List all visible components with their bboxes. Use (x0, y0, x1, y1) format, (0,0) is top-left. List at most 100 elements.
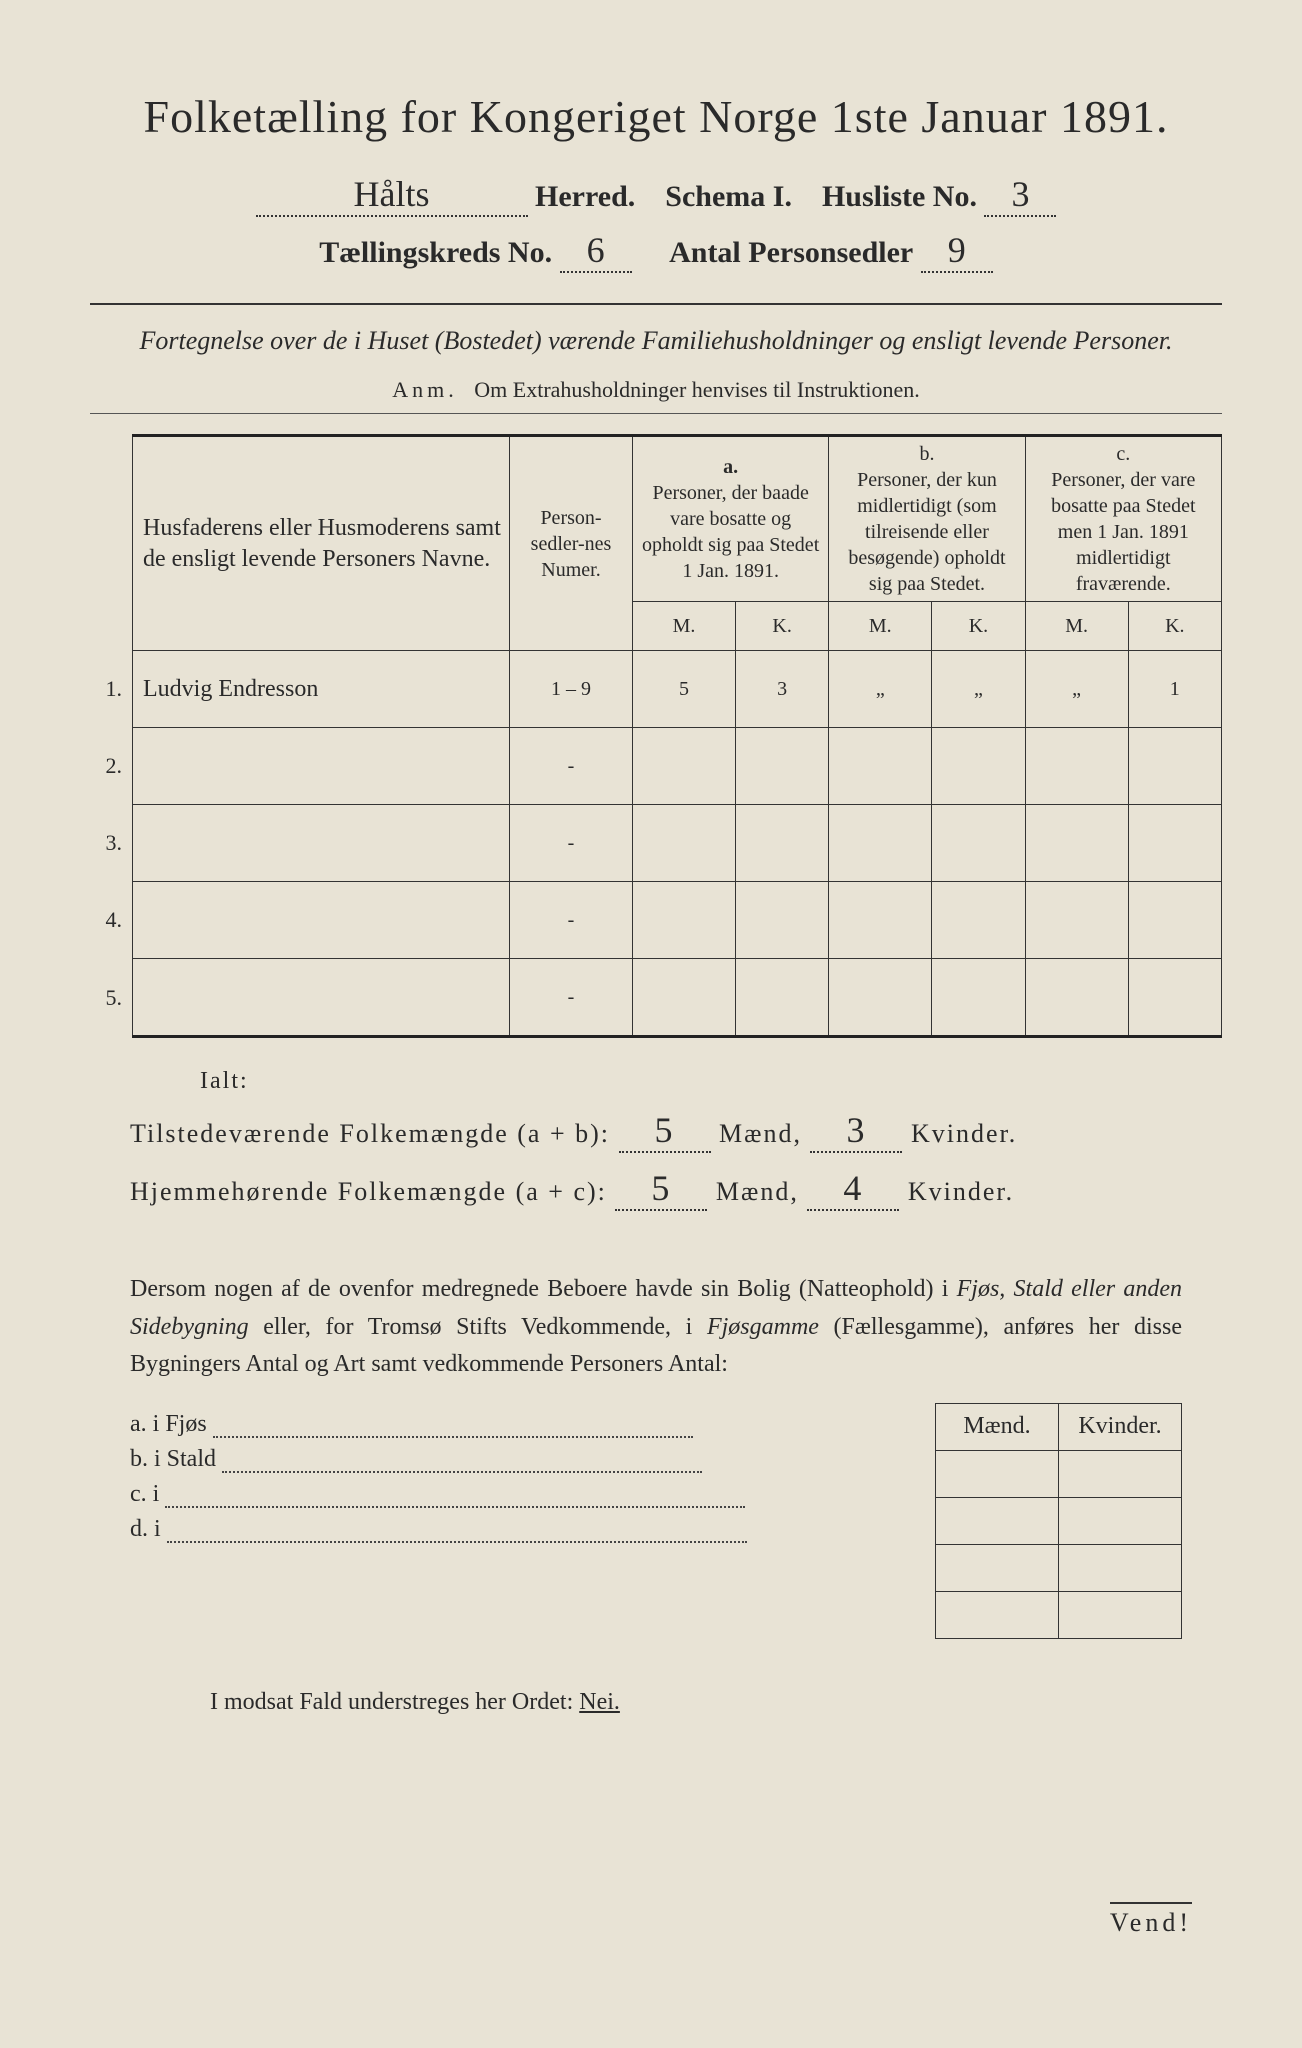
census-form-page: Folketælling for Kongeriget Norge 1ste J… (0, 0, 1302, 2048)
col-b-top: b. Personer, der kun midlertidigt (som t… (829, 436, 1025, 602)
side-d-label: d. i (130, 1516, 161, 1542)
para-1d: Fjøsgamme (707, 1314, 819, 1340)
row-bm: „ (829, 651, 932, 728)
col-b-text: Personer, der kun midlertidigt (som tilr… (848, 469, 1005, 595)
row-am (633, 728, 736, 805)
row-am (633, 882, 736, 959)
hjemme-m: 5 (615, 1167, 707, 1211)
col-a-text: Personer, der baade vare bosatte og opho… (642, 482, 819, 582)
maend-label: Mænd, (719, 1119, 802, 1148)
side-building-block: a. i Fjøs b. i Stald c. i d. i Mænd. Kvi… (130, 1403, 1182, 1639)
maend-label-2: Mænd, (716, 1177, 799, 1206)
row-bk (932, 728, 1025, 805)
row-ck (1128, 882, 1221, 959)
row-num: 2. (90, 728, 133, 805)
col-c-top: c. Personer, der vare bosatte paa Stedet… (1025, 436, 1221, 602)
row-ak (735, 728, 828, 805)
mkv-kvinder-header: Kvinder. (1059, 1403, 1182, 1450)
table-row: 2. - (90, 728, 1222, 805)
side-line-b: b. i Stald (130, 1446, 935, 1473)
hjemme-k: 4 (807, 1167, 899, 1211)
side-b-label: b. i Stald (130, 1446, 216, 1472)
mkv-cell (1059, 1544, 1182, 1591)
row-numer: - (510, 805, 633, 882)
row-ak: 3 (735, 651, 828, 728)
row-bm (829, 805, 932, 882)
row-name: Ludvig Endresson (133, 651, 510, 728)
row-cm: „ (1025, 651, 1128, 728)
mkv-cell (1059, 1450, 1182, 1497)
row-ak (735, 959, 828, 1037)
row-am (633, 959, 736, 1037)
nei-line: I modsat Fald understreges her Ordet: Ne… (210, 1689, 1222, 1716)
col-numer-header: Person-sedler-nes Numer. (510, 436, 633, 651)
herred-label: Herred. (535, 180, 635, 213)
row-bk (932, 882, 1025, 959)
mkv-cell (936, 1591, 1059, 1638)
row-am: 5 (633, 651, 736, 728)
row-ck (1128, 805, 1221, 882)
side-list: a. i Fjøs b. i Stald c. i d. i (130, 1403, 935, 1639)
row-name (133, 728, 510, 805)
kvinder-label-2: Kvinder. (908, 1177, 1014, 1206)
row-bk (932, 959, 1025, 1037)
col-a-top: a. Personer, der baade vare bosatte og o… (633, 436, 829, 602)
row-ck: 1 (1128, 651, 1221, 728)
col-a-k: K. (735, 602, 828, 651)
totals-tilstede: Tilstedeværende Folkemængde (a + b): 5 M… (130, 1109, 1222, 1153)
row-cm (1025, 882, 1128, 959)
table-row: 4. - (90, 882, 1222, 959)
row-cm (1025, 728, 1128, 805)
tilstede-m: 5 (619, 1109, 711, 1153)
side-line-a: a. i Fjøs (130, 1411, 935, 1438)
anm-text: Om Extrahusholdninger henvises til Instr… (474, 377, 919, 402)
subtitle: Fortegnelse over de i Huset (Bostedet) v… (130, 323, 1182, 359)
dots-icon (213, 1418, 693, 1438)
col-name-text: Husfaderens eller Husmoderens samt de en… (143, 515, 501, 572)
row-num: 3. (90, 805, 133, 882)
thin-divider (90, 413, 1222, 414)
row-am (633, 805, 736, 882)
col-b-m: M. (829, 602, 932, 651)
totals-hjemme: Hjemmehørende Folkemængde (a + c): 5 Mæn… (130, 1167, 1222, 1211)
divider (90, 303, 1222, 305)
row-numer: - (510, 882, 633, 959)
col-c-m: M. (1025, 602, 1128, 651)
table-row: 5. - (90, 959, 1222, 1037)
kvinder-label: Kvinder. (911, 1119, 1017, 1148)
row-num: 1. (90, 651, 133, 728)
row-bm (829, 882, 932, 959)
herred-value: Hålts (256, 173, 528, 217)
mkv-cell (1059, 1591, 1182, 1638)
husliste-no: 3 (984, 173, 1056, 217)
side-line-c: c. i (130, 1481, 935, 1508)
col-c-k: K. (1128, 602, 1221, 651)
row-bk (932, 805, 1025, 882)
vend-label: Vend! (1110, 1902, 1192, 1938)
row-cm (1025, 959, 1128, 1037)
tilstede-label: Tilstedeværende Folkemængde (a + b): (130, 1119, 610, 1148)
row-ak (735, 882, 828, 959)
row-numer: - (510, 959, 633, 1037)
mkv-cell (936, 1497, 1059, 1544)
table-row: 1. Ludvig Endresson 1 – 9 5 3 „ „ „ 1 (90, 651, 1222, 728)
header-line-1: Hålts Herred. Schema I. Husliste No. 3 (90, 173, 1222, 217)
nei-text: I modsat Fald understreges her Ordet: (210, 1689, 579, 1715)
mkv-maend-header: Mænd. (936, 1403, 1059, 1450)
antal-no: 9 (921, 229, 993, 273)
nei-word: Nei. (579, 1689, 620, 1715)
main-table: Husfaderens eller Husmoderens samt de en… (90, 434, 1222, 1038)
para-1c: eller, for Tromsø Stifts Vedkommende, i (249, 1314, 707, 1340)
row-bk: „ (932, 651, 1025, 728)
schema-label: Schema I. (665, 180, 792, 213)
row-bm (829, 728, 932, 805)
header-line-2: Tællingskreds No. 6 Antal Personsedler 9 (90, 229, 1222, 273)
col-name-header: Husfaderens eller Husmoderens samt de en… (133, 436, 510, 651)
side-a-label: a. i Fjøs (130, 1411, 207, 1437)
table-row: 3. - (90, 805, 1222, 882)
mkv-cell (936, 1450, 1059, 1497)
row-name (133, 882, 510, 959)
anm-label: Anm. (392, 377, 458, 402)
kreds-no: 6 (560, 229, 632, 273)
col-c-label: c. (1116, 443, 1130, 465)
